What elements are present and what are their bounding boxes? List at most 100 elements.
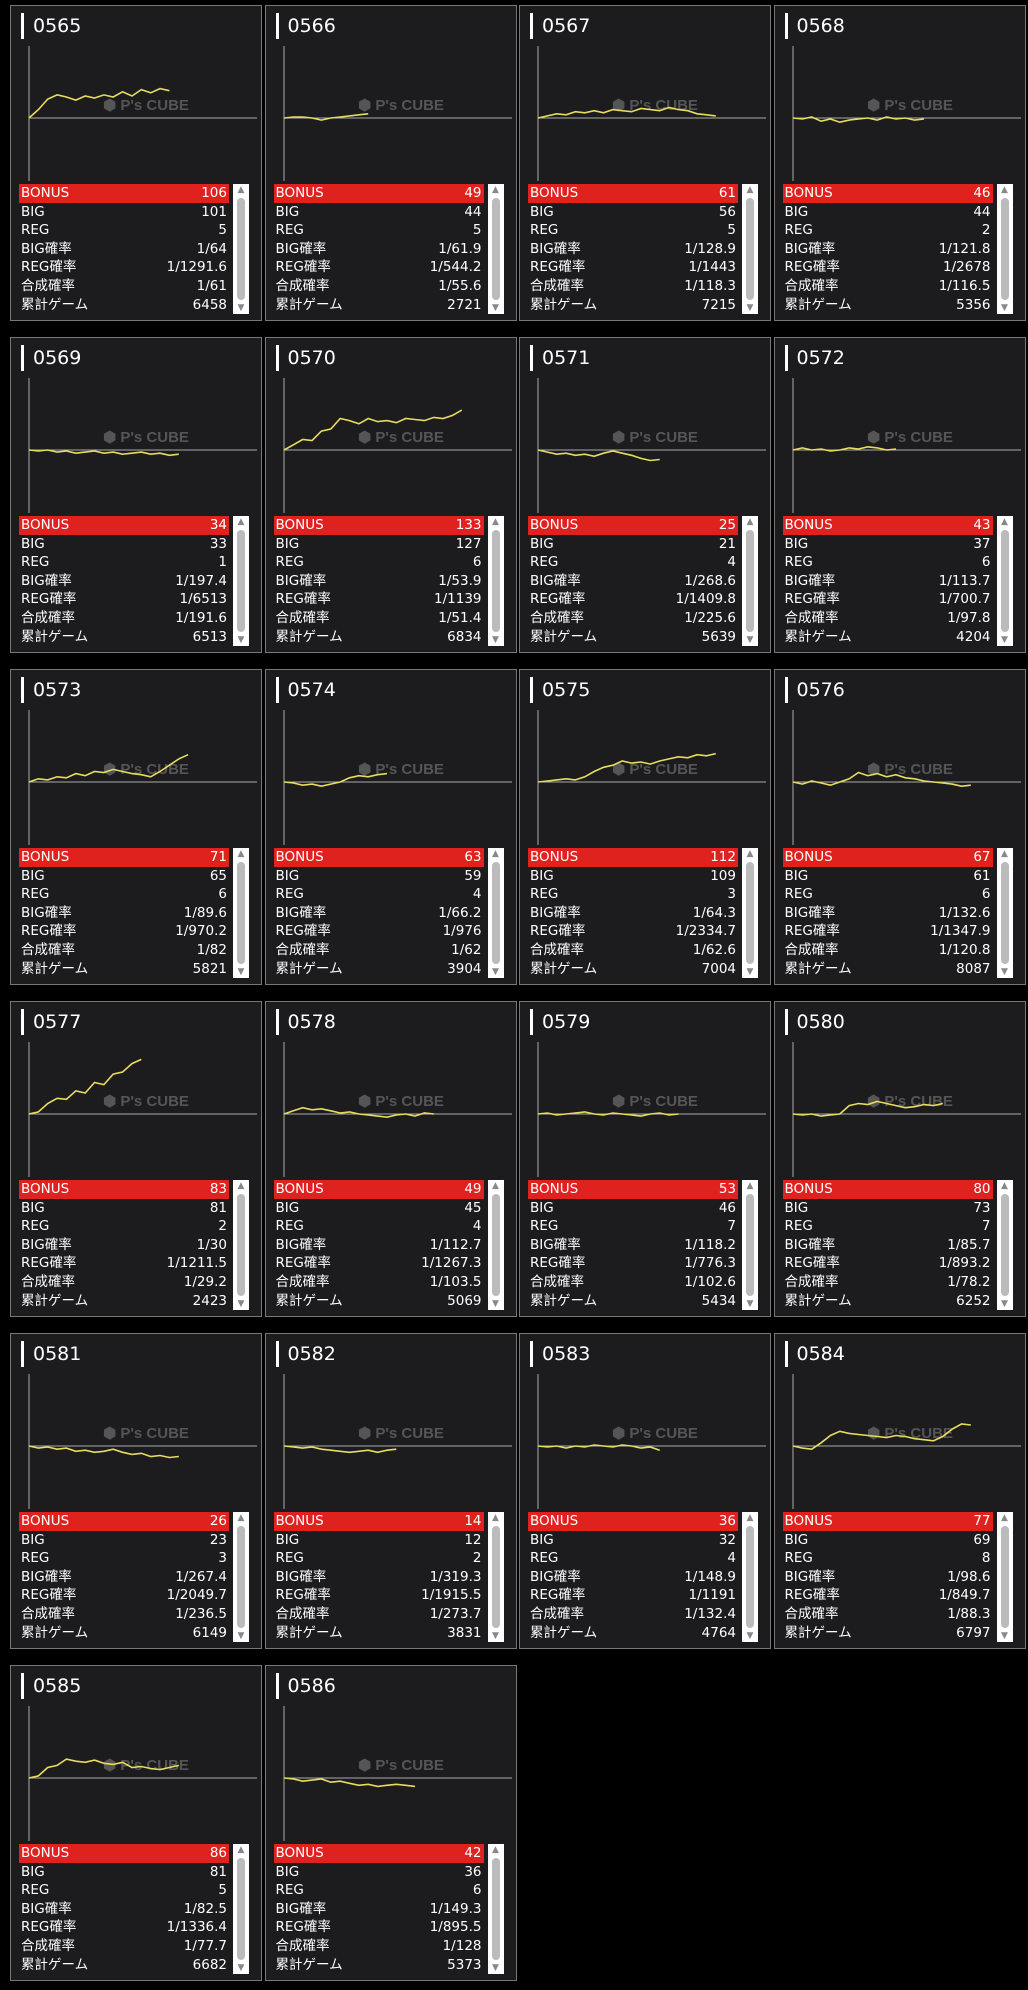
scroll-thumb[interactable]: [237, 862, 245, 964]
machine-card[interactable]: 0571 ⬢ P's CUBE BONUS 25 BIG 21 REG 4 BIG確率 1/268…: [519, 337, 771, 653]
stats-scrollbar[interactable]: ▲ ▼: [487, 1512, 504, 1642]
scroll-thumb[interactable]: [491, 1194, 500, 1296]
machine-card[interactable]: 0574 ⬢ P's CUBE BONUS 63 BIG 59 REG 4 BIG確率 1/66.…: [264, 669, 517, 985]
stats-scrollbar[interactable]: ▲ ▼: [233, 1512, 249, 1642]
scroll-up-icon[interactable]: ▲: [492, 1181, 499, 1191]
scroll-down-icon[interactable]: ▼: [746, 635, 754, 645]
scroll-thumb[interactable]: [1000, 862, 1009, 964]
stats-scrollbar[interactable]: ▲ ▼: [996, 1512, 1013, 1642]
scroll-up-icon[interactable]: ▲: [237, 517, 245, 527]
scroll-down-icon[interactable]: ▼: [1001, 1631, 1008, 1641]
scroll-thumb[interactable]: [1000, 198, 1009, 300]
scroll-thumb[interactable]: [746, 862, 754, 964]
stats-scrollbar[interactable]: ▲ ▼: [996, 184, 1013, 314]
scroll-thumb[interactable]: [237, 198, 245, 300]
scroll-up-icon[interactable]: ▲: [746, 849, 754, 859]
scroll-thumb[interactable]: [1000, 1194, 1009, 1296]
machine-card[interactable]: 0568 ⬢ P's CUBE BONUS 46 BIG 44 REG 2 BIG確率 1/121…: [773, 5, 1026, 321]
scroll-thumb[interactable]: [491, 530, 500, 632]
machine-card[interactable]: 0577 ⬢ P's CUBE BONUS 83 BIG 81 REG 2 BIG確率 1/30 R…: [10, 1001, 262, 1317]
machine-card[interactable]: 0580 ⬢ P's CUBE BONUS 80 BIG 73 REG 7 BIG確率 1/85.…: [773, 1001, 1026, 1317]
machine-card[interactable]: 0578 ⬢ P's CUBE BONUS 49 BIG 45 REG 4 BIG確率 1/112…: [264, 1001, 517, 1317]
scroll-up-icon[interactable]: ▲: [237, 185, 245, 195]
scroll-thumb[interactable]: [491, 862, 500, 964]
scroll-down-icon[interactable]: ▼: [492, 1299, 499, 1309]
scroll-up-icon[interactable]: ▲: [237, 1181, 245, 1191]
scroll-down-icon[interactable]: ▼: [237, 635, 245, 645]
machine-card[interactable]: 0565 ⬢ P's CUBE BONUS 106 BIG 101 REG 5 BIG確率 1/6…: [10, 5, 262, 321]
stats-scrollbar[interactable]: ▲ ▼: [742, 1512, 758, 1642]
scroll-down-icon[interactable]: ▼: [1001, 303, 1008, 313]
scroll-down-icon[interactable]: ▼: [237, 303, 245, 313]
scroll-up-icon[interactable]: ▲: [1001, 185, 1008, 195]
scroll-thumb[interactable]: [237, 1858, 245, 1960]
scroll-up-icon[interactable]: ▲: [492, 849, 499, 859]
machine-card[interactable]: 0575 ⬢ P's CUBE BONUS 112 BIG 109 REG 3 BIG確率 1/6…: [519, 669, 771, 985]
scroll-thumb[interactable]: [491, 198, 500, 300]
scroll-up-icon[interactable]: ▲: [492, 1845, 499, 1855]
scroll-thumb[interactable]: [1000, 530, 1009, 632]
stats-scrollbar[interactable]: ▲ ▼: [996, 1180, 1013, 1310]
machine-card[interactable]: 0576 ⬢ P's CUBE BONUS 67 BIG 61 REG 6 BIG確率 1/132…: [773, 669, 1026, 985]
scroll-down-icon[interactable]: ▼: [1001, 635, 1008, 645]
scroll-thumb[interactable]: [746, 1526, 754, 1628]
stats-scrollbar[interactable]: ▲ ▼: [487, 1180, 504, 1310]
stats-scrollbar[interactable]: ▲ ▼: [742, 184, 758, 314]
stats-scrollbar[interactable]: ▲ ▼: [233, 184, 249, 314]
scroll-up-icon[interactable]: ▲: [237, 1513, 245, 1523]
scroll-down-icon[interactable]: ▼: [237, 967, 245, 977]
scroll-up-icon[interactable]: ▲: [492, 517, 499, 527]
scroll-down-icon[interactable]: ▼: [492, 1631, 499, 1641]
stats-scrollbar[interactable]: ▲ ▼: [487, 516, 504, 646]
scroll-down-icon[interactable]: ▼: [746, 303, 754, 313]
scroll-down-icon[interactable]: ▼: [492, 303, 499, 313]
scroll-up-icon[interactable]: ▲: [1001, 1181, 1008, 1191]
stats-scrollbar[interactable]: ▲ ▼: [233, 1844, 249, 1974]
scroll-thumb[interactable]: [746, 530, 754, 632]
stats-scrollbar[interactable]: ▲ ▼: [487, 848, 504, 978]
scroll-up-icon[interactable]: ▲: [1001, 1513, 1008, 1523]
machine-card[interactable]: 0583 ⬢ P's CUBE BONUS 36 BIG 32 REG 4 BIG確率 1/148…: [519, 1333, 771, 1649]
scroll-thumb[interactable]: [237, 1526, 245, 1628]
stats-scrollbar[interactable]: ▲ ▼: [742, 848, 758, 978]
machine-card[interactable]: 0567 ⬢ P's CUBE BONUS 61 BIG 56 REG 5 BIG確率 1/128…: [519, 5, 771, 321]
scroll-down-icon[interactable]: ▼: [492, 1963, 499, 1973]
scroll-up-icon[interactable]: ▲: [237, 1845, 245, 1855]
scroll-down-icon[interactable]: ▼: [237, 1963, 245, 1973]
machine-card[interactable]: 0582 ⬢ P's CUBE BONUS 14 BIG 12 REG 2 BIG確率 1/319…: [264, 1333, 517, 1649]
scroll-up-icon[interactable]: ▲: [746, 185, 754, 195]
scroll-down-icon[interactable]: ▼: [237, 1299, 245, 1309]
scroll-down-icon[interactable]: ▼: [237, 1631, 245, 1641]
scroll-down-icon[interactable]: ▼: [746, 1299, 754, 1309]
stats-scrollbar[interactable]: ▲ ▼: [233, 1180, 249, 1310]
machine-card[interactable]: 0566 ⬢ P's CUBE BONUS 49 BIG 44 REG 5 BIG確率 1/61.…: [264, 5, 517, 321]
stats-scrollbar[interactable]: ▲ ▼: [233, 848, 249, 978]
stats-scrollbar[interactable]: ▲ ▼: [487, 184, 504, 314]
stats-scrollbar[interactable]: ▲ ▼: [742, 516, 758, 646]
scroll-up-icon[interactable]: ▲: [746, 1513, 754, 1523]
machine-card[interactable]: 0573 ⬢ P's CUBE BONUS 71 BIG 65 REG 6 BIG確率 1/89.…: [10, 669, 262, 985]
scroll-thumb[interactable]: [1000, 1526, 1009, 1628]
stats-scrollbar[interactable]: ▲ ▼: [742, 1180, 758, 1310]
stats-scrollbar[interactable]: ▲ ▼: [233, 516, 249, 646]
scroll-up-icon[interactable]: ▲: [492, 185, 499, 195]
scroll-thumb[interactable]: [746, 198, 754, 300]
machine-card[interactable]: 0569 ⬢ P's CUBE BONUS 34 BIG 33 REG 1 BIG確率 1/197…: [10, 337, 262, 653]
machine-card[interactable]: 0584 ⬢ P's CUBE BONUS 77 BIG 69 REG 8 BIG確率 1/98.…: [773, 1333, 1026, 1649]
scroll-thumb[interactable]: [746, 1194, 754, 1296]
scroll-down-icon[interactable]: ▼: [746, 967, 754, 977]
scroll-down-icon[interactable]: ▼: [1001, 967, 1008, 977]
scroll-thumb[interactable]: [237, 530, 245, 632]
machine-card[interactable]: 0572 ⬢ P's CUBE BONUS 43 BIG 37 REG 6 BIG確率 1/113…: [773, 337, 1026, 653]
stats-scrollbar[interactable]: ▲ ▼: [996, 516, 1013, 646]
scroll-thumb[interactable]: [491, 1526, 500, 1628]
scroll-up-icon[interactable]: ▲: [1001, 849, 1008, 859]
scroll-thumb[interactable]: [491, 1858, 500, 1960]
scroll-up-icon[interactable]: ▲: [746, 1181, 754, 1191]
machine-card[interactable]: 0570 ⬢ P's CUBE BONUS 133 BIG 127 REG 6 BIG確率 1/5…: [264, 337, 517, 653]
stats-scrollbar[interactable]: ▲ ▼: [996, 848, 1013, 978]
scroll-up-icon[interactable]: ▲: [492, 1513, 499, 1523]
machine-card[interactable]: 0581 ⬢ P's CUBE BONUS 26 BIG 23 REG 3 BIG確率 1/267…: [10, 1333, 262, 1649]
scroll-down-icon[interactable]: ▼: [746, 1631, 754, 1641]
scroll-up-icon[interactable]: ▲: [746, 517, 754, 527]
